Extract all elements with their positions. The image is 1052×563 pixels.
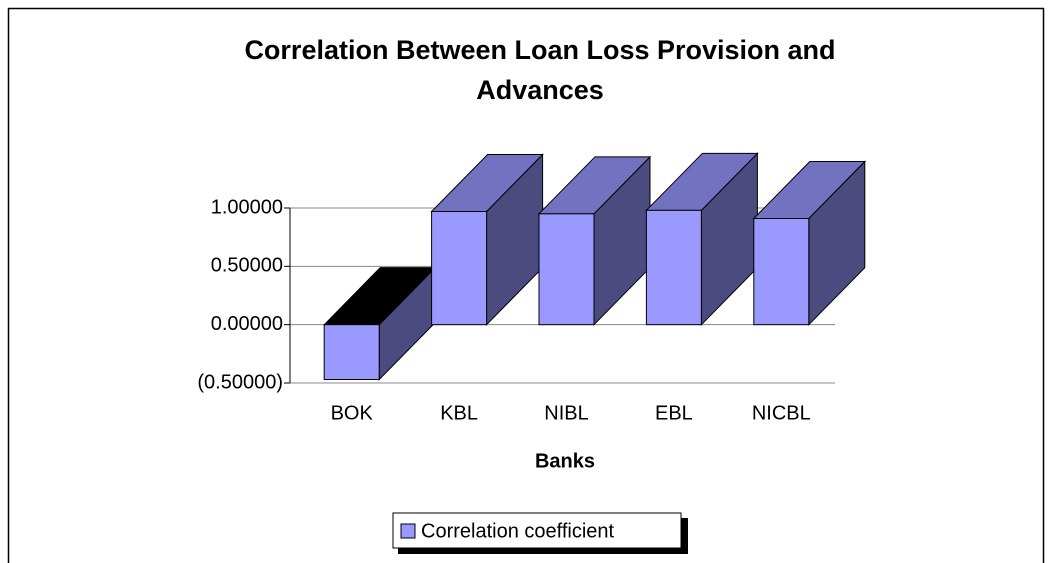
bar (538, 213, 595, 326)
legend-swatch (400, 523, 416, 539)
y-tick-label: 0.50000 (211, 255, 283, 277)
chart-title: Correlation Between Loan Loss Provision … (244, 35, 836, 105)
x-tick-label: BOK (331, 402, 374, 424)
legend-label: Correlation coefficient (421, 520, 615, 542)
chart-frame (7, 7, 1045, 563)
y-tick-label: (0.50000) (197, 371, 283, 393)
bar (645, 209, 702, 326)
x-tick-label: EBL (655, 402, 693, 424)
x-axis-title: Banks (535, 450, 595, 472)
bar (323, 324, 380, 380)
x-tick-label: NICBL (752, 402, 811, 424)
bar (431, 211, 488, 326)
x-tick-label: NIBL (544, 402, 588, 424)
y-tick-label: 0.00000 (211, 313, 283, 335)
y-tick-label: 1.00000 (211, 196, 283, 218)
legend (392, 512, 682, 549)
x-tick-label: KBL (440, 402, 478, 424)
bar (753, 218, 810, 326)
